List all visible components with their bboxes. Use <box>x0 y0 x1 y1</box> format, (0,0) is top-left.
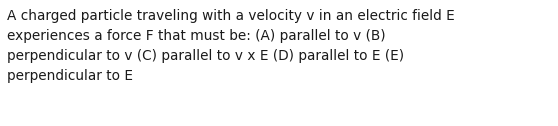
Text: A charged particle traveling with a velocity v in an electric field E
experience: A charged particle traveling with a velo… <box>7 9 454 83</box>
